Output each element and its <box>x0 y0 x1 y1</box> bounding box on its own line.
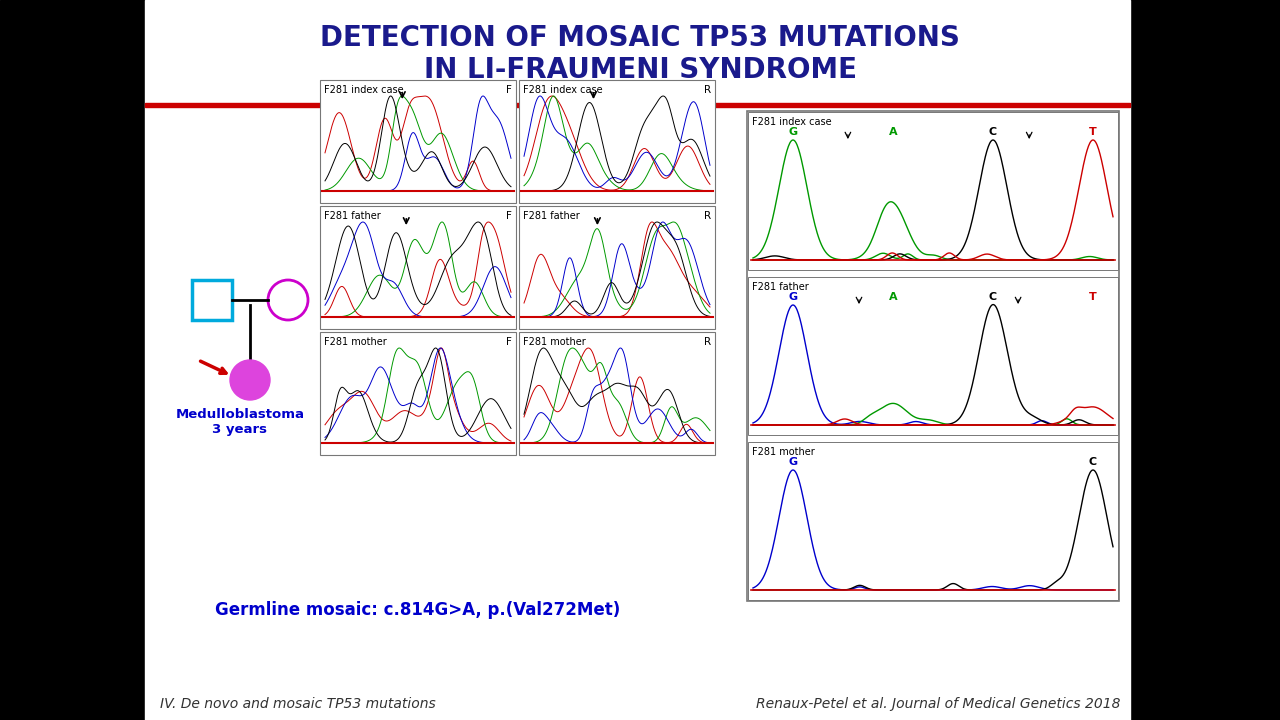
Text: F281 index case: F281 index case <box>324 85 403 95</box>
Bar <box>145 0 1130 720</box>
Text: IN LI-FRAUMENI SYNDROME: IN LI-FRAUMENI SYNDROME <box>424 56 856 84</box>
Text: F281 mother: F281 mother <box>753 447 815 457</box>
Bar <box>320 206 516 329</box>
Bar <box>518 80 716 203</box>
Bar <box>320 332 516 455</box>
Text: Medulloblastoma: Medulloblastoma <box>175 408 305 421</box>
Text: G: G <box>788 292 797 302</box>
Text: F281 father: F281 father <box>324 211 380 221</box>
Bar <box>1130 0 1280 720</box>
Text: R: R <box>704 337 710 347</box>
Text: F281 father: F281 father <box>753 282 809 292</box>
Text: F: F <box>506 337 512 347</box>
Text: F281 index case: F281 index case <box>753 117 832 127</box>
Text: 3 years: 3 years <box>212 423 268 436</box>
Text: G: G <box>788 457 797 467</box>
Text: G: G <box>788 127 797 137</box>
Bar <box>748 112 1117 270</box>
Text: Renaux-Petel et al. Journal of Medical Genetics 2018: Renaux-Petel et al. Journal of Medical G… <box>755 697 1120 711</box>
Bar <box>518 206 716 329</box>
Text: C: C <box>1089 457 1097 467</box>
Bar <box>518 332 716 455</box>
Text: C: C <box>989 127 997 137</box>
Text: T: T <box>1089 292 1097 302</box>
Text: R: R <box>704 85 710 95</box>
Text: F281 father: F281 father <box>524 211 580 221</box>
Bar <box>0 0 145 720</box>
Text: F: F <box>506 211 512 221</box>
Text: R: R <box>704 211 710 221</box>
Text: IV. De novo and mosaic TP53 mutations: IV. De novo and mosaic TP53 mutations <box>160 697 435 711</box>
Text: A: A <box>888 127 897 137</box>
Text: F281 mother: F281 mother <box>524 337 586 347</box>
Bar <box>748 111 1119 601</box>
Text: Germline mosaic: c.814G>A, p.(Val272Met): Germline mosaic: c.814G>A, p.(Val272Met) <box>215 601 621 619</box>
Bar <box>192 280 232 320</box>
Text: F: F <box>506 85 512 95</box>
Bar <box>320 80 516 203</box>
Text: C: C <box>989 292 997 302</box>
Text: A: A <box>888 292 897 302</box>
Circle shape <box>230 360 270 400</box>
Text: T: T <box>1089 127 1097 137</box>
Text: F281 mother: F281 mother <box>324 337 387 347</box>
Bar <box>145 103 1130 107</box>
Circle shape <box>268 280 308 320</box>
Bar <box>748 277 1117 435</box>
Text: F281 index case: F281 index case <box>524 85 603 95</box>
Bar <box>748 442 1117 600</box>
Text: DETECTION OF MOSAIC ​TP53​ MUTATIONS: DETECTION OF MOSAIC ​TP53​ MUTATIONS <box>320 24 960 52</box>
